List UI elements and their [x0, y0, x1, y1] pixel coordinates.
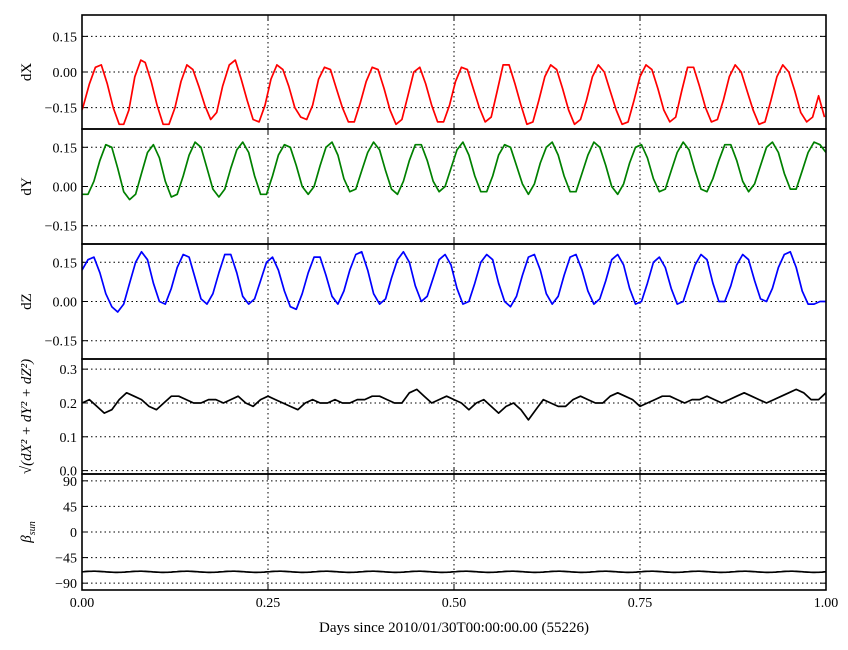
series-line-dy: [82, 141, 826, 201]
xtick-label-0: 0.00: [70, 596, 95, 611]
panel-frame-beta: [81, 473, 827, 591]
ylabel-dx: dX: [19, 63, 35, 82]
ytick-label-beta-2: 0: [70, 526, 77, 541]
series-line-dz: [82, 250, 826, 313]
ytick-label-magnitude-1: 0.2: [60, 397, 78, 412]
panel-magnitude: 0.3 0.2 0.1 0.0 √(dX² + dY² + dZ²): [19, 358, 827, 480]
xtick-label-4: 1.00: [814, 596, 839, 611]
ytick-label-dy-2: −0.15: [45, 220, 77, 235]
ytick-label-beta-1: 45: [63, 500, 77, 515]
ytick-label-dz-2: −0.15: [45, 335, 77, 350]
ytick-label-magnitude-0: 0.3: [60, 363, 78, 378]
ytick-label-dx-1: 0.00: [53, 66, 78, 81]
xlabel: Days since 2010/01/30T00:00:00.00 (55226…: [319, 620, 589, 636]
ytick-label-dz-0: 0.15: [53, 256, 78, 271]
panel-dx: 0.15 0.00 −0.15 dX: [19, 14, 827, 130]
panel-dy: 0.15 0.00 −0.15 dY: [19, 128, 827, 245]
panel-frame-dz: [81, 243, 827, 360]
ytick-label-dx-2: −0.15: [45, 102, 77, 117]
ytick-label-beta-3: −45: [55, 552, 77, 567]
ylabel-beta: βsun: [19, 521, 38, 543]
xtick-label-1: 0.25: [256, 596, 281, 611]
ytick-label-dy-1: 0.00: [53, 181, 78, 196]
ylabel-dz: dZ: [19, 293, 35, 310]
panel-beta: 90 45 0 −45 −90 βsun: [19, 473, 827, 592]
ytick-label-dz-1: 0.00: [53, 296, 78, 311]
xtick-label-3: 0.75: [628, 596, 653, 611]
panel-dz: 0.15 0.00 −0.15 dZ: [19, 243, 827, 360]
xtick-label-2: 0.50: [442, 596, 467, 611]
ytick-label-magnitude-2: 0.1: [60, 431, 78, 446]
ylabel-dy: dY: [19, 177, 35, 196]
series-line-magnitude: [82, 388, 826, 421]
ytick-label-beta-0: 90: [63, 475, 77, 490]
ytick-label-dx-0: 0.15: [53, 30, 78, 45]
ytick-label-dy-0: 0.15: [53, 141, 78, 156]
series-line-dx: [82, 59, 826, 126]
ylabel-magnitude: √(dX² + dY² + dZ²): [19, 359, 35, 474]
ytick-label-beta-4: −90: [55, 577, 77, 592]
series-line-beta: [82, 570, 826, 574]
panel-frame-magnitude: [81, 358, 827, 475]
ytick-label-magnitude-3: 0.0: [60, 465, 78, 480]
